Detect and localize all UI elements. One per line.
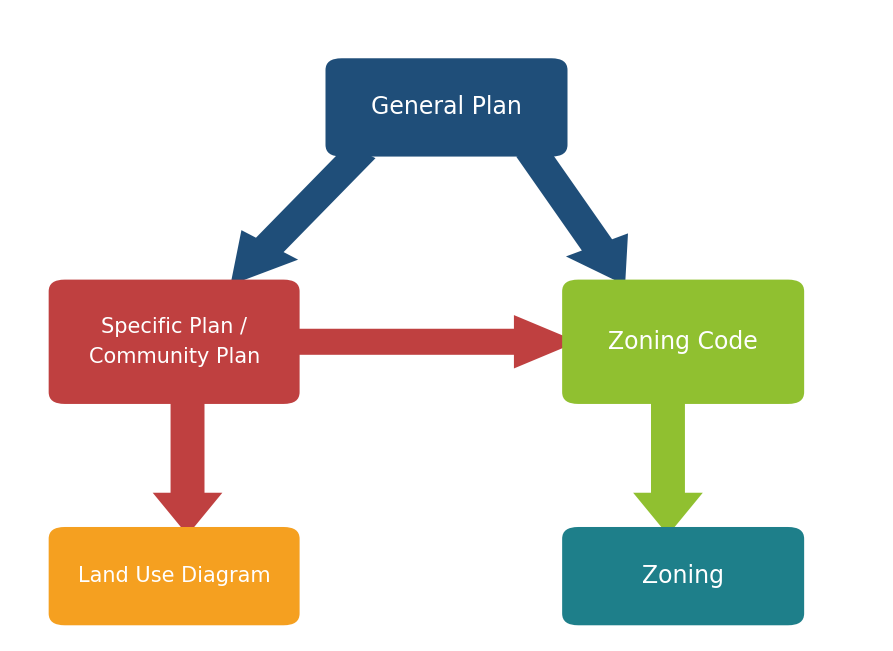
Polygon shape (633, 394, 703, 535)
FancyBboxPatch shape (563, 527, 804, 625)
Polygon shape (288, 315, 578, 368)
FancyBboxPatch shape (49, 280, 299, 404)
Text: General Plan: General Plan (371, 96, 522, 119)
Text: Land Use Diagram: Land Use Diagram (78, 566, 271, 586)
Polygon shape (153, 394, 222, 535)
Text: Specific Plan /
Community Plan: Specific Plan / Community Plan (88, 317, 260, 367)
FancyBboxPatch shape (563, 280, 804, 404)
Polygon shape (230, 144, 375, 285)
FancyBboxPatch shape (49, 527, 299, 625)
Text: Zoning: Zoning (642, 564, 724, 588)
Polygon shape (516, 145, 628, 285)
FancyBboxPatch shape (325, 59, 568, 157)
Text: Zoning Code: Zoning Code (608, 330, 758, 353)
